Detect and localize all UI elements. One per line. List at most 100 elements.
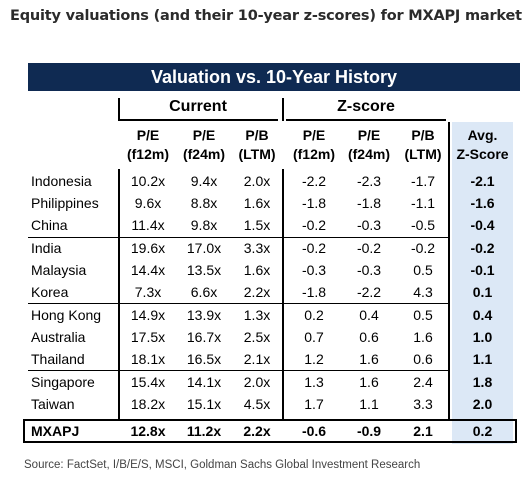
value-cell: 1.7 <box>304 396 324 412</box>
group-separator-3 <box>28 370 450 371</box>
value-cell: 1.3x <box>243 307 271 323</box>
value-cell: -0.2 <box>410 240 436 256</box>
country-cell: Philippines <box>31 195 99 211</box>
table-row: India 19.6x 17.0x 3.3x -0.2 -0.2 -0.2 -0.2 <box>0 237 526 259</box>
value-cell: -0.2 <box>301 217 327 233</box>
table-row: Malaysia 14.4x 13.5x 1.6x -0.3 -0.3 0.5 -0.1 <box>0 259 526 281</box>
value-cell: -1.7 <box>410 173 436 189</box>
value-cell: 15.1x <box>186 396 222 412</box>
value-cell: 19.6x <box>130 240 166 256</box>
value-cell: -0.2 <box>356 240 382 256</box>
table-row: Taiwan 18.2x 15.1x 4.5x 1.7 1.1 3.3 2.0 <box>0 393 526 415</box>
table-row-total: MXAPJ 12.8x 11.2x 2.2x -0.6 -0.9 2.1 0.2 <box>0 420 526 442</box>
header-z-pb-ltm: P/B (LTM) <box>404 127 442 162</box>
table-row: Korea 7.3x 6.6x 2.2x -1.8 -2.2 4.3 0.1 <box>0 281 526 303</box>
avg-zscore-cell: -0.4 <box>470 217 495 233</box>
country-cell: Korea <box>31 284 69 300</box>
value-cell: 2.1x <box>243 351 271 367</box>
value-cell: -0.3 <box>356 262 382 278</box>
avg-zscore-cell: 0.4 <box>472 307 493 323</box>
avg-zscore-cell: 2.0 <box>472 396 493 412</box>
value-cell: 2.2x <box>243 284 271 300</box>
value-cell: -2.3 <box>356 173 382 189</box>
value-cell: 1.5x <box>243 217 271 233</box>
avg-zscore-cell: -2.1 <box>470 173 495 189</box>
avg-zscore-cell: 1.1 <box>472 351 493 367</box>
value-cell: -2.2 <box>301 173 327 189</box>
value-cell: 18.1x <box>130 351 166 367</box>
avg-zscore-column-highlight <box>452 122 513 444</box>
header-pe-f12m: P/E (f12m) <box>126 127 169 162</box>
avg-zscore-cell: 1.0 <box>472 329 493 345</box>
country-cell: MXAPJ <box>31 423 80 439</box>
value-cell: -0.5 <box>410 217 436 233</box>
value-cell: -0.3 <box>356 217 382 233</box>
country-cell: Singapore <box>31 374 95 390</box>
value-cell: 13.9x <box>186 307 222 323</box>
value-cell: 2.4 <box>413 374 433 390</box>
value-cell: 1.6 <box>359 374 379 390</box>
avg-zscore-cell: -1.6 <box>470 195 495 211</box>
table-row: Philippines 9.6x 8.8x 1.6x -1.8 -1.8 -1.1 -1.6 <box>0 192 526 214</box>
page-title: Equity valuations (and their 10-year z-s… <box>10 8 522 24</box>
group-header-zscore: Z-score <box>337 98 395 115</box>
group-separator-2 <box>28 303 450 304</box>
country-cell: Australia <box>31 329 86 345</box>
avg-zscore-cell: 0.1 <box>472 284 493 300</box>
value-cell: 14.4x <box>130 262 166 278</box>
divider-avg-left <box>448 122 450 419</box>
avg-zscore-cell: 1.8 <box>472 374 493 390</box>
header-z-pe-f24m: P/E (f24m) <box>347 127 390 162</box>
value-cell: 11.4x <box>131 217 165 233</box>
value-cell: 9.8x <box>190 217 218 233</box>
value-cell: 0.4 <box>359 307 379 323</box>
value-cell: 1.6x <box>243 262 271 278</box>
value-cell: 0.6 <box>413 351 433 367</box>
country-cell: Hong Kong <box>31 307 102 323</box>
value-cell: 1.6 <box>359 351 379 367</box>
value-cell: -1.8 <box>301 284 327 300</box>
value-cell: -0.2 <box>301 240 327 256</box>
value-cell: 1.3 <box>304 374 324 390</box>
country-cell: Indonesia <box>31 173 92 189</box>
value-cell: 12.8x <box>130 423 166 439</box>
value-cell: 15.4x <box>130 374 166 390</box>
value-cell: 0.7 <box>304 329 324 345</box>
avg-zscore-cell: -0.2 <box>470 240 495 256</box>
value-cell: 14.1x <box>186 374 222 390</box>
value-cell: 6.6x <box>190 284 218 300</box>
divider-current-left-top <box>118 98 120 121</box>
value-cell: 17.5x <box>130 329 166 345</box>
group-underline-zscore <box>286 119 446 121</box>
avg-zscore-cell: 0.2 <box>472 423 493 439</box>
value-cell: 0.5 <box>413 262 433 278</box>
value-cell: 2.2x <box>243 423 271 439</box>
header-avg-zscore: Avg. Z-Score <box>456 127 509 162</box>
value-cell: 1.6x <box>243 195 271 211</box>
table-row: Singapore 15.4x 14.1x 2.0x 1.3 1.6 2.4 1.8 <box>0 371 526 393</box>
group-separator-1 <box>28 237 450 238</box>
value-cell: 2.0x <box>243 374 271 390</box>
value-cell: 10.2x <box>130 173 166 189</box>
avg-zscore-cell: -0.1 <box>470 262 495 278</box>
value-cell: 3.3x <box>243 240 271 256</box>
total-row-border <box>23 419 517 443</box>
header-z-pe-f12m: P/E (f12m) <box>292 127 335 162</box>
table-banner: Valuation vs. 10-Year History <box>28 63 520 91</box>
value-cell: 0.5 <box>413 307 433 323</box>
value-cell: -2.2 <box>356 284 382 300</box>
value-cell: -0.9 <box>356 423 382 439</box>
value-cell: 7.3x <box>134 284 162 300</box>
country-cell: Malaysia <box>31 262 87 278</box>
value-cell: 1.2 <box>304 351 324 367</box>
table-row: Australia 17.5x 16.7x 2.5x 0.7 0.6 1.6 1.0 <box>0 326 526 348</box>
value-cell: 9.4x <box>190 173 218 189</box>
value-cell: 2.1 <box>413 423 433 439</box>
divider-current-left <box>118 169 120 419</box>
value-cell: 11.2x <box>186 423 222 439</box>
value-cell: 2.0x <box>243 173 271 189</box>
value-cell: -1.1 <box>410 195 436 211</box>
value-cell: 9.6x <box>134 195 162 211</box>
table-row: Thailand 18.1x 16.5x 2.1x 1.2 1.6 0.6 1.1 <box>0 348 526 370</box>
table-row: Hong Kong 14.9x 13.9x 1.3x 0.2 0.4 0.5 0.4 <box>0 304 526 326</box>
